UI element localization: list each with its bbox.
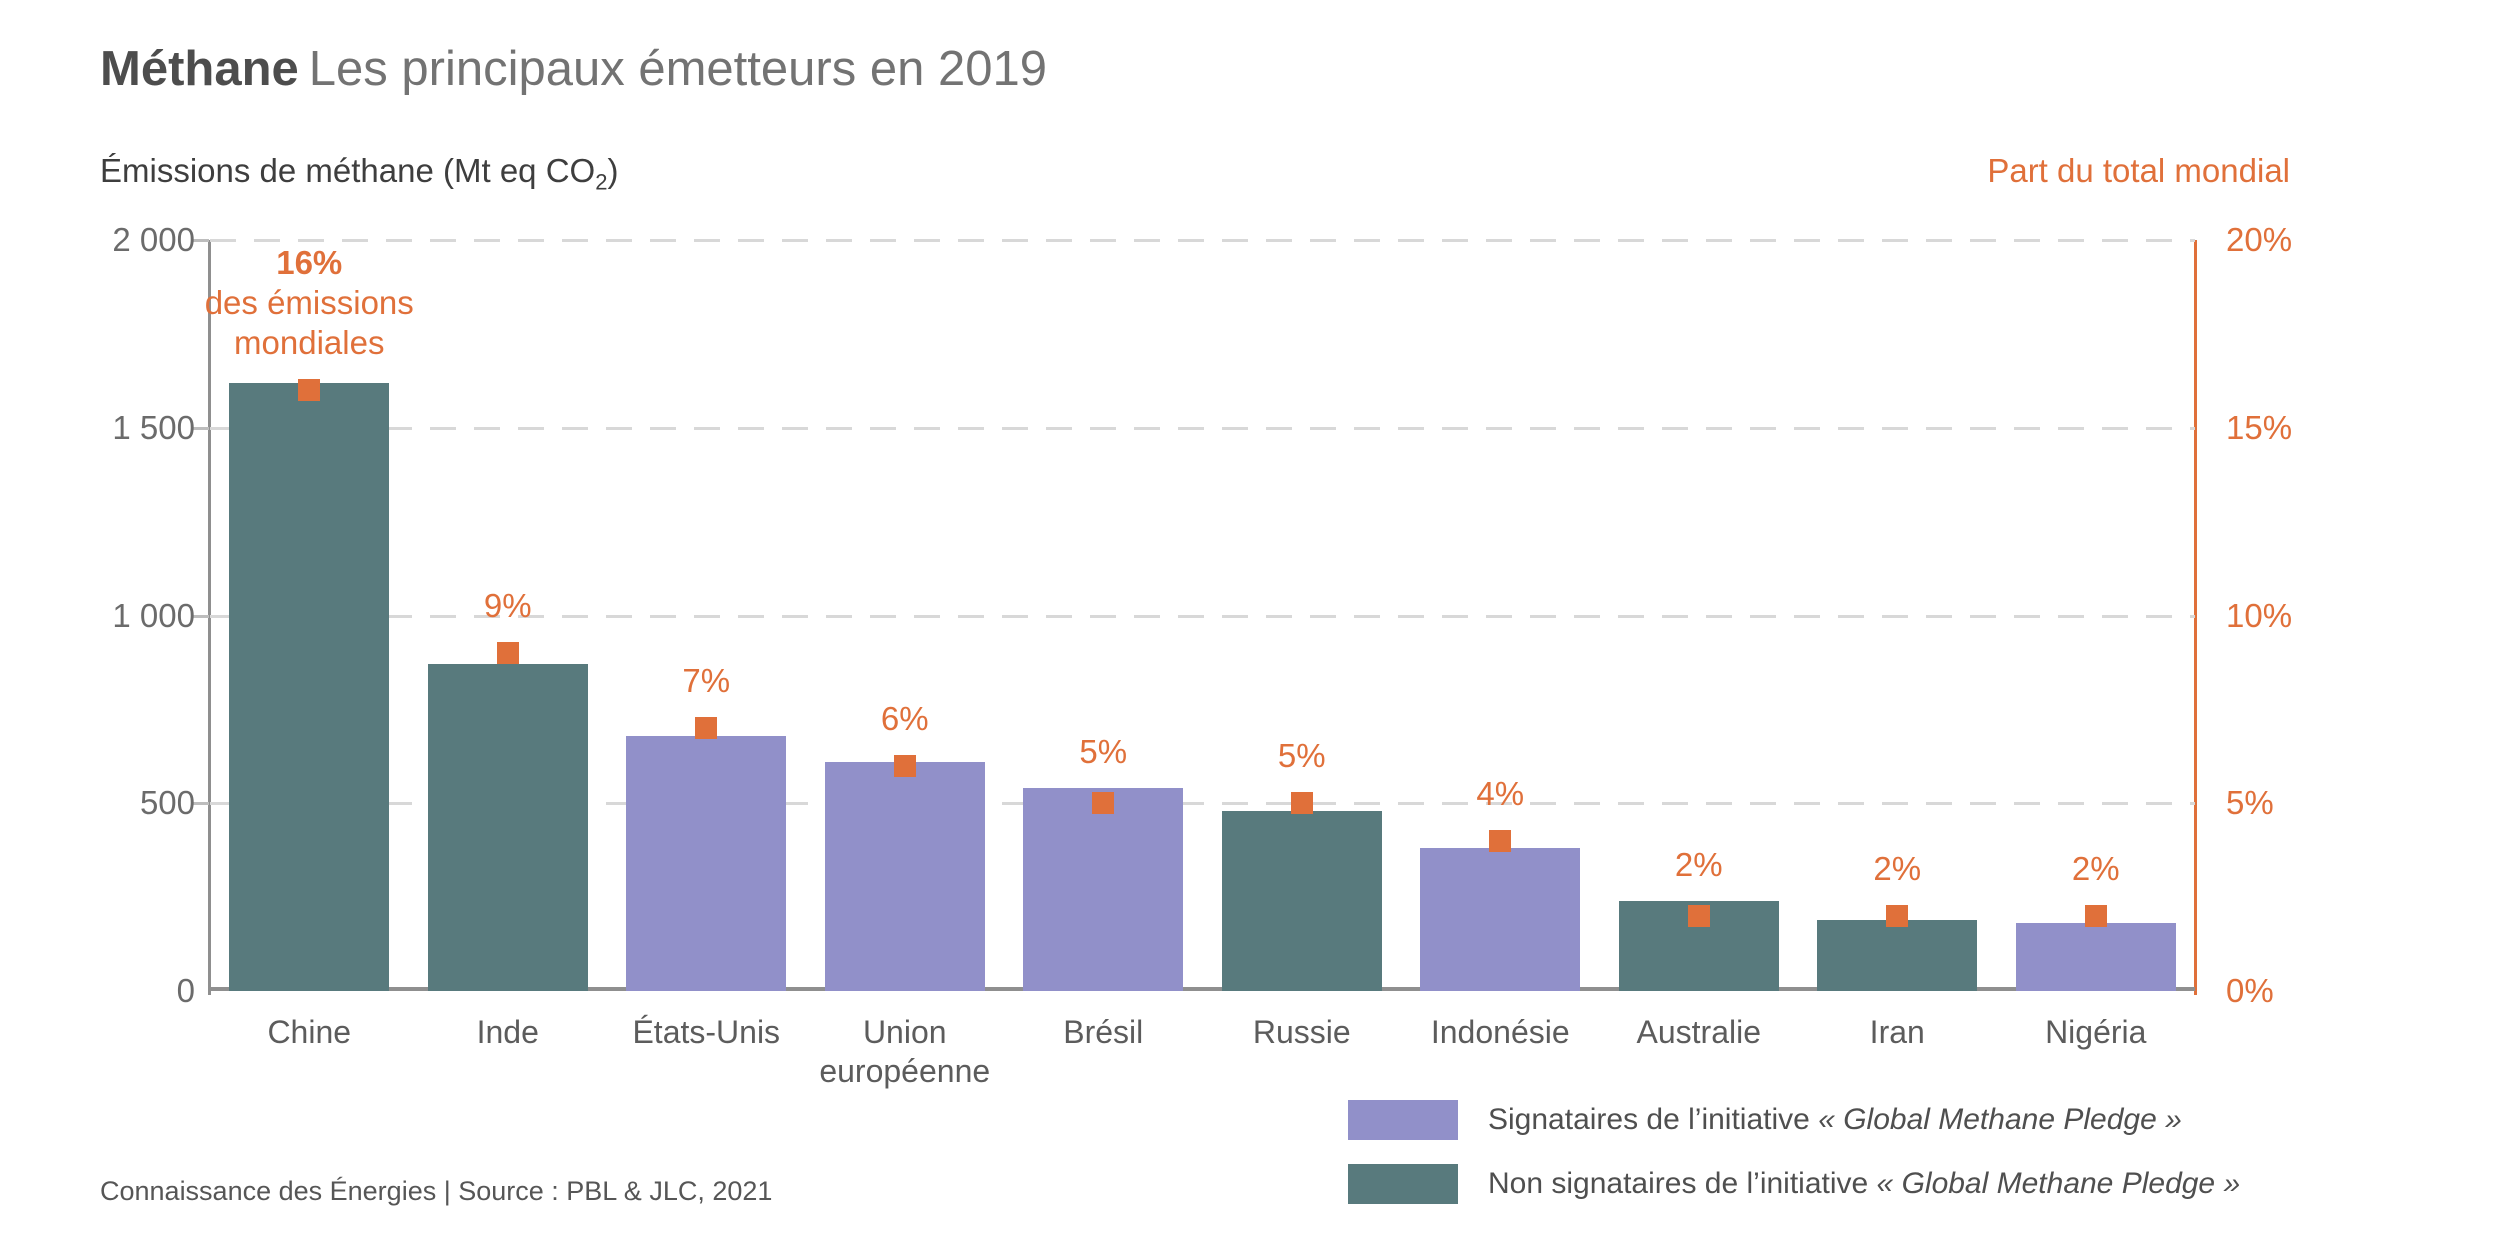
- right-tick-label-20: 20%: [2226, 221, 2293, 258]
- legend-label-signatory-text: Signataires de l’initiative: [1488, 1103, 1819, 1136]
- legend-label-signatory-italic: « Global Methane Pledge »: [1818, 1103, 2182, 1136]
- share-marker-indonesie: [1489, 829, 1512, 852]
- left-tick-label-2000: 2 000: [112, 221, 195, 258]
- share-marker-russie: [1290, 792, 1313, 815]
- title-subtitle: Les principaux émetteurs en 2019: [308, 42, 1047, 96]
- legend-swatch-non-signatory: [1348, 1164, 1458, 1204]
- left-axis-tick-2000: [193, 239, 209, 242]
- share-marker-etats-unis: [695, 717, 718, 740]
- share-label-nigeria: 2%: [2071, 849, 2120, 887]
- share-label-chine: 16% des émissions mondiales: [204, 244, 414, 362]
- bar-chine: [229, 382, 390, 991]
- left-axis-title: Émissions de méthane (Mt eq CO2): [100, 152, 619, 193]
- right-tick-label-5: 5%: [2226, 784, 2274, 822]
- share-marker-nigeria: [2084, 904, 2107, 927]
- share-marker-iran: [1886, 904, 1909, 927]
- title-keyword: Méthane: [100, 42, 299, 96]
- right-tick-label-15: 15%: [2226, 408, 2293, 446]
- bar-iran: [1817, 919, 1978, 991]
- right-tick-label-10: 10%: [2226, 596, 2293, 634]
- legend: Signataires de l’initiative « Global Met…: [1348, 1100, 2240, 1228]
- left-axis-line: [208, 240, 211, 995]
- page-title: Méthane Les principaux émetteurs en 2019: [100, 40, 1047, 98]
- category-label-bresil: Brésil: [1063, 1014, 1144, 1050]
- share-label-iran: 2%: [1873, 849, 1922, 887]
- bar-russie: [1221, 810, 1382, 991]
- plot-area: 16% des émissions mondiales 9% 7% 6% 5% 5% 4% 2…: [205, 239, 2195, 991]
- left-tick-label-1500: 1 500: [112, 408, 195, 446]
- category-label-russie: Russie: [1252, 1014, 1351, 1050]
- bar-indonesie: [1420, 848, 1581, 991]
- left-axis-tick-500: [193, 802, 209, 806]
- bar-bresil: [1023, 788, 1184, 991]
- left-axis-tick-1000: [193, 614, 209, 618]
- gridline-500: [210, 802, 2195, 806]
- share-marker-inde: [496, 642, 519, 665]
- category-label-iran: Iran: [1869, 1014, 1925, 1050]
- share-label-bresil: 5%: [1079, 733, 1128, 771]
- legend-item-signatory: Signataires de l’initiative « Global Met…: [1348, 1100, 2240, 1140]
- left-axis-title-text: Émissions de méthane (Mt eq CO: [100, 152, 596, 189]
- left-tick-label-0: 0: [176, 972, 195, 1009]
- share-label-value: 16%: [276, 244, 343, 282]
- category-label-etats-unis: États-Unis: [632, 1014, 781, 1050]
- share-marker-bresil: [1092, 792, 1115, 815]
- share-label-inde: 9%: [483, 587, 532, 625]
- category-label-union-europeenne: Union européenne: [819, 1014, 991, 1089]
- left-tick-label-1000: 1 000: [112, 596, 195, 634]
- category-label-australie: Australie: [1636, 1014, 1762, 1050]
- right-axis-title: Part du total mondial: [1987, 152, 2290, 189]
- left-axis-title-subscript: 2: [595, 169, 608, 195]
- category-label-nigeria: Nigéria: [2045, 1014, 2147, 1050]
- legend-item-non-signatory: Non signataires de l’initiative « Global…: [1348, 1164, 2240, 1204]
- category-label-chine: Chine: [267, 1014, 352, 1050]
- gridline-1500: [210, 426, 2195, 430]
- share-label-australie: 2%: [1674, 845, 1723, 883]
- right-tick-label-0: 0%: [2226, 972, 2274, 1009]
- legend-swatch-signatory: [1348, 1100, 1458, 1140]
- bar-etats-unis: [626, 735, 787, 991]
- bar-nigeria: [2015, 923, 2176, 991]
- category-label-indonesie: Indonésie: [1430, 1014, 1570, 1050]
- left-tick-label-500: 500: [139, 784, 195, 822]
- legend-label-signatory: Signataires de l’initiative « Global Met…: [1488, 1103, 2182, 1137]
- legend-label-non-signatory-text: Non signataires de l’initiative: [1488, 1167, 1877, 1200]
- bar-inde: [427, 664, 588, 991]
- share-label-etats-unis: 7%: [682, 662, 731, 700]
- gridline-2000: [210, 239, 2195, 242]
- share-marker-chine: [298, 379, 321, 402]
- share-label-union-europeenne: 6%: [880, 699, 929, 737]
- share-marker-union-europeenne: [893, 754, 916, 777]
- legend-label-non-signatory: Non signataires de l’initiative « Global…: [1488, 1167, 2240, 1201]
- share-label-indonesie: 4%: [1476, 774, 1525, 812]
- legend-label-non-signatory-italic: « Global Methane Pledge »: [1876, 1167, 2241, 1200]
- gridline-1000: [210, 614, 2195, 618]
- category-label-inde: Inde: [476, 1014, 539, 1050]
- share-label-russie: 5%: [1277, 737, 1326, 775]
- right-axis-line: [2194, 240, 2197, 995]
- share-marker-australie: [1687, 904, 1710, 927]
- left-axis-title-close: ): [607, 152, 619, 189]
- source-credit: Connaissance des Énergies | Source : PBL…: [100, 1176, 773, 1206]
- bar-union-europeenne: [824, 761, 985, 991]
- left-axis-tick-1500: [193, 426, 209, 430]
